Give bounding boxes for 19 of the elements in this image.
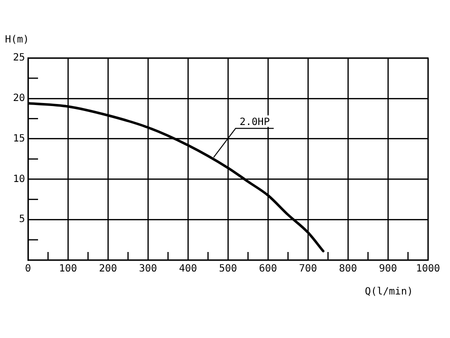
y-tick-label: 20 [12,92,26,104]
x-tick-label: 100 [59,264,78,275]
x-tick-label: 700 [298,264,318,275]
x-tick-label: 400 [178,264,198,275]
y-tick-label: 10 [12,174,26,185]
x-tick-label: 900 [378,264,398,275]
x-tick-label: 0 [25,264,32,275]
x-tick-label: 500 [218,264,238,275]
annotation: 2.0HP [240,116,270,128]
x-axis-title: Q(l/min) [364,286,413,298]
x-tick-label: 300 [138,264,158,275]
y-axis-title: H(m) [5,34,30,46]
x-tick-label: 600 [258,264,278,275]
y-tick-label: 15 [12,133,26,144]
x-tick-label: 200 [99,264,118,275]
x-tick-label: 800 [338,264,358,275]
y-tick-label: 25 [12,52,26,64]
x-tick-label: 1000 [416,264,440,275]
y-tick-label: 5 [19,214,26,226]
